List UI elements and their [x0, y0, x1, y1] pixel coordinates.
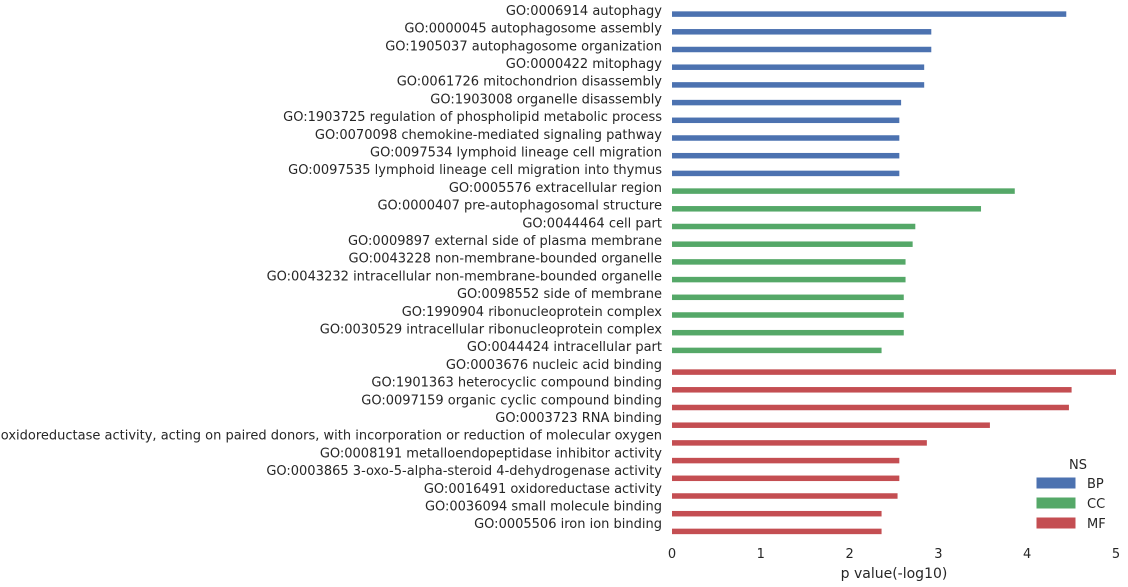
category-label: GO:0044424 intracellular part — [467, 340, 662, 355]
bar-mf — [672, 493, 898, 499]
bar-mf — [672, 440, 927, 446]
legend-label-mf: MF — [1087, 517, 1106, 532]
category-label: GO:0044464 cell part — [522, 216, 662, 231]
category-label: GO:1903008 organelle disassembly — [430, 92, 662, 107]
bar-bp — [672, 152, 900, 159]
x-axis-title: p value(-log10) — [841, 566, 948, 582]
bar-bp — [672, 117, 900, 124]
category-label: GO:0003676 nucleic acid binding — [446, 358, 662, 373]
bar-bp — [672, 99, 902, 106]
bar-mf — [672, 422, 990, 428]
category-label: GO:0005506 iron ion binding — [474, 517, 662, 532]
legend: NS BP CC MF — [1035, 458, 1106, 532]
bar-cc — [672, 188, 1015, 194]
category-label: GO:0003723 RNA binding — [495, 411, 662, 426]
legend-swatch-cc — [1035, 496, 1077, 510]
category-label: GO:0097535 lymphoid lineage cell migrati… — [288, 163, 662, 178]
bar-mf — [672, 387, 1072, 393]
bars-layer — [672, 11, 1116, 535]
category-label: GO:0000422 mitophagy — [506, 57, 663, 72]
bar-cc — [672, 223, 916, 230]
bar-mf — [672, 475, 900, 482]
category-label: GO:0016705 oxidoreductase activity, acti… — [0, 429, 662, 444]
bar-cc — [672, 276, 906, 283]
category-label: GO:0043228 non-membrane-bounded organell… — [349, 252, 663, 267]
category-label: GO:1905037 autophagosome organization — [385, 39, 662, 54]
category-label: GO:0043232 intracellular non-membrane-bo… — [267, 269, 662, 284]
bar-cc — [672, 206, 982, 212]
x-tick-label: 2 — [845, 547, 853, 562]
bar-bp — [672, 64, 925, 70]
bar-cc — [672, 347, 882, 354]
category-label: GO:0098552 side of membrane — [457, 287, 662, 302]
bar-bp — [672, 170, 900, 177]
category-label: GO:0036094 small molecule binding — [425, 499, 662, 514]
bar-cc — [672, 312, 904, 318]
category-label: GO:0006914 autophagy — [506, 4, 662, 19]
category-label: GO:0097159 organic cyclic compound bindi… — [361, 393, 662, 408]
category-label: GO:0005576 extracellular region — [449, 181, 662, 196]
category-label: GO:0008191 metalloendopeptidase inhibito… — [320, 446, 662, 461]
bar-cc — [672, 294, 904, 301]
legend-swatch-bp — [1035, 476, 1077, 490]
bar-bp — [672, 29, 932, 35]
bar-mf — [672, 369, 1116, 375]
legend-title: NS — [1069, 458, 1087, 473]
bar-bp — [672, 82, 925, 88]
category-label: GO:0003865 3-oxo-5-alpha-steroid 4-dehyd… — [266, 464, 662, 479]
x-tick-label: 4 — [1023, 547, 1031, 562]
bar-bp — [672, 135, 900, 141]
legend-swatch-mf — [1035, 516, 1077, 530]
x-axis: 0 1 2 3 4 5 — [668, 547, 1120, 562]
category-label: GO:0030529 intracellular ribonucleoprote… — [320, 322, 663, 337]
bar-bp — [672, 11, 1067, 17]
bar-mf — [672, 457, 900, 464]
category-label: GO:0097534 lymphoid lineage cell migrati… — [370, 145, 662, 160]
bar-cc — [672, 241, 913, 247]
bar-cc — [672, 329, 904, 336]
bar-bp — [672, 46, 932, 53]
x-tick-label: 3 — [934, 547, 942, 562]
bar-cc — [672, 259, 906, 265]
category-label: GO:1901363 heterocyclic compound binding — [371, 376, 662, 391]
bar-mf — [672, 404, 1069, 411]
x-tick-label: 1 — [757, 547, 765, 562]
legend-label-cc: CC — [1087, 497, 1105, 512]
category-labels: GO:0006914 autophagy GO:0000045 autophago… — [0, 4, 662, 532]
legend-label-bp: BP — [1087, 477, 1104, 492]
category-label: GO:1903725 regulation of phospholipid me… — [283, 110, 662, 125]
bar-mf — [672, 510, 882, 517]
x-tick-label: 0 — [668, 547, 676, 562]
category-label: GO:0000045 autophagosome assembly — [404, 22, 662, 37]
category-label: GO:0009897 external side of plasma membr… — [348, 234, 662, 249]
x-tick-label: 5 — [1112, 547, 1120, 562]
bar-mf — [672, 528, 882, 535]
category-label: GO:0000407 pre-autophagosomal structure — [377, 199, 662, 214]
category-label: GO:0070098 chemokine-mediated signaling … — [315, 128, 662, 143]
category-label: GO:0061726 mitochondrion disassembly — [397, 75, 663, 90]
category-label: GO:0016491 oxidoreductase activity — [424, 482, 662, 497]
category-label: GO:1990904 ribonucleoprotein complex — [402, 305, 663, 320]
